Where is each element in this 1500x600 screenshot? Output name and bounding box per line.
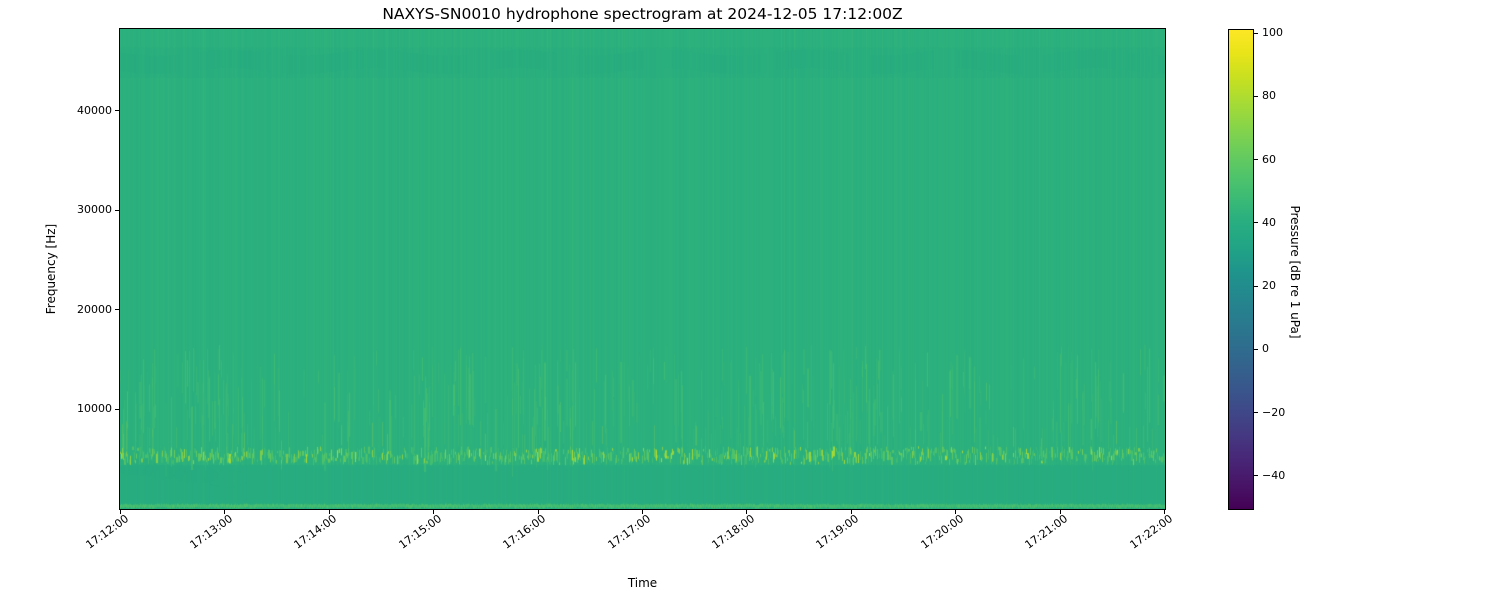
y-tick-label: 20000 [77, 302, 112, 316]
colorbar [1228, 29, 1254, 510]
x-tick-label: 17:12:00 [83, 512, 131, 552]
colorbar-tick-mark [1254, 32, 1258, 34]
x-tick-mark [955, 510, 957, 514]
colorbar-tick-label: −40 [1262, 468, 1286, 482]
x-tick-mark [642, 510, 643, 514]
colorbar-tick-mark [1254, 95, 1258, 97]
colorbar-tick-label: 100 [1262, 26, 1283, 40]
colorbar-tick-label: 40 [1262, 215, 1276, 229]
x-tick-label: 17:22:00 [1127, 512, 1175, 552]
colorbar-tick-label: 0 [1262, 342, 1269, 356]
colorbar-tick-mark [1254, 159, 1258, 161]
y-tick-mark [115, 209, 119, 211]
x-tick-mark [537, 510, 539, 514]
x-tick-label: 17:21:00 [1022, 512, 1071, 552]
x-tick-mark [1164, 510, 1165, 514]
colorbar-tick-label: 60 [1262, 152, 1276, 166]
spectrogram-heatmap [120, 29, 1165, 509]
x-tick-label: 17:15:00 [396, 512, 444, 552]
x-tick-mark [328, 510, 330, 514]
colorbar-label: Pressure [dB re 1 uPa] [1288, 205, 1302, 339]
y-tick-mark [115, 408, 119, 410]
x-tick-label: 17:14:00 [291, 512, 340, 552]
x-axis-label: Time [627, 576, 658, 590]
colorbar-tick-mark [1254, 285, 1258, 287]
x-tick-mark [746, 510, 748, 514]
x-tick-mark [224, 510, 226, 514]
colorbar-tick-label: 80 [1262, 89, 1276, 103]
colorbar-tick-label: −20 [1262, 405, 1286, 419]
x-tick-label: 17:19:00 [813, 512, 862, 552]
y-tick-label: 40000 [77, 103, 112, 117]
colorbar-tick-mark [1254, 412, 1258, 414]
x-tick-label: 17:16:00 [500, 512, 549, 552]
y-axis-label: Frequency [Hz] [44, 223, 58, 315]
x-tick-label: 17:17:00 [605, 512, 653, 552]
x-tick-label: 17:20:00 [918, 512, 966, 552]
colorbar-tick-mark [1254, 348, 1258, 350]
x-tick-mark [120, 510, 121, 514]
y-tick-label: 10000 [77, 402, 112, 416]
x-tick-mark [433, 510, 435, 514]
colorbar-tick-label: 20 [1262, 279, 1276, 293]
y-tick-mark [115, 309, 119, 311]
chart-title: NAXYS-SN0010 hydrophone spectrogram at 2… [382, 5, 903, 23]
x-tick-mark [850, 510, 852, 514]
colorbar-tick-mark [1254, 222, 1258, 224]
x-tick-label: 17:18:00 [709, 512, 758, 552]
x-tick-label: 17:13:00 [187, 512, 236, 552]
colorbar-tick-mark [1254, 475, 1258, 477]
x-tick-mark [1059, 510, 1061, 514]
y-tick-label: 30000 [77, 203, 112, 217]
spectrogram-plot-area [119, 28, 1166, 510]
y-tick-mark [115, 110, 119, 112]
